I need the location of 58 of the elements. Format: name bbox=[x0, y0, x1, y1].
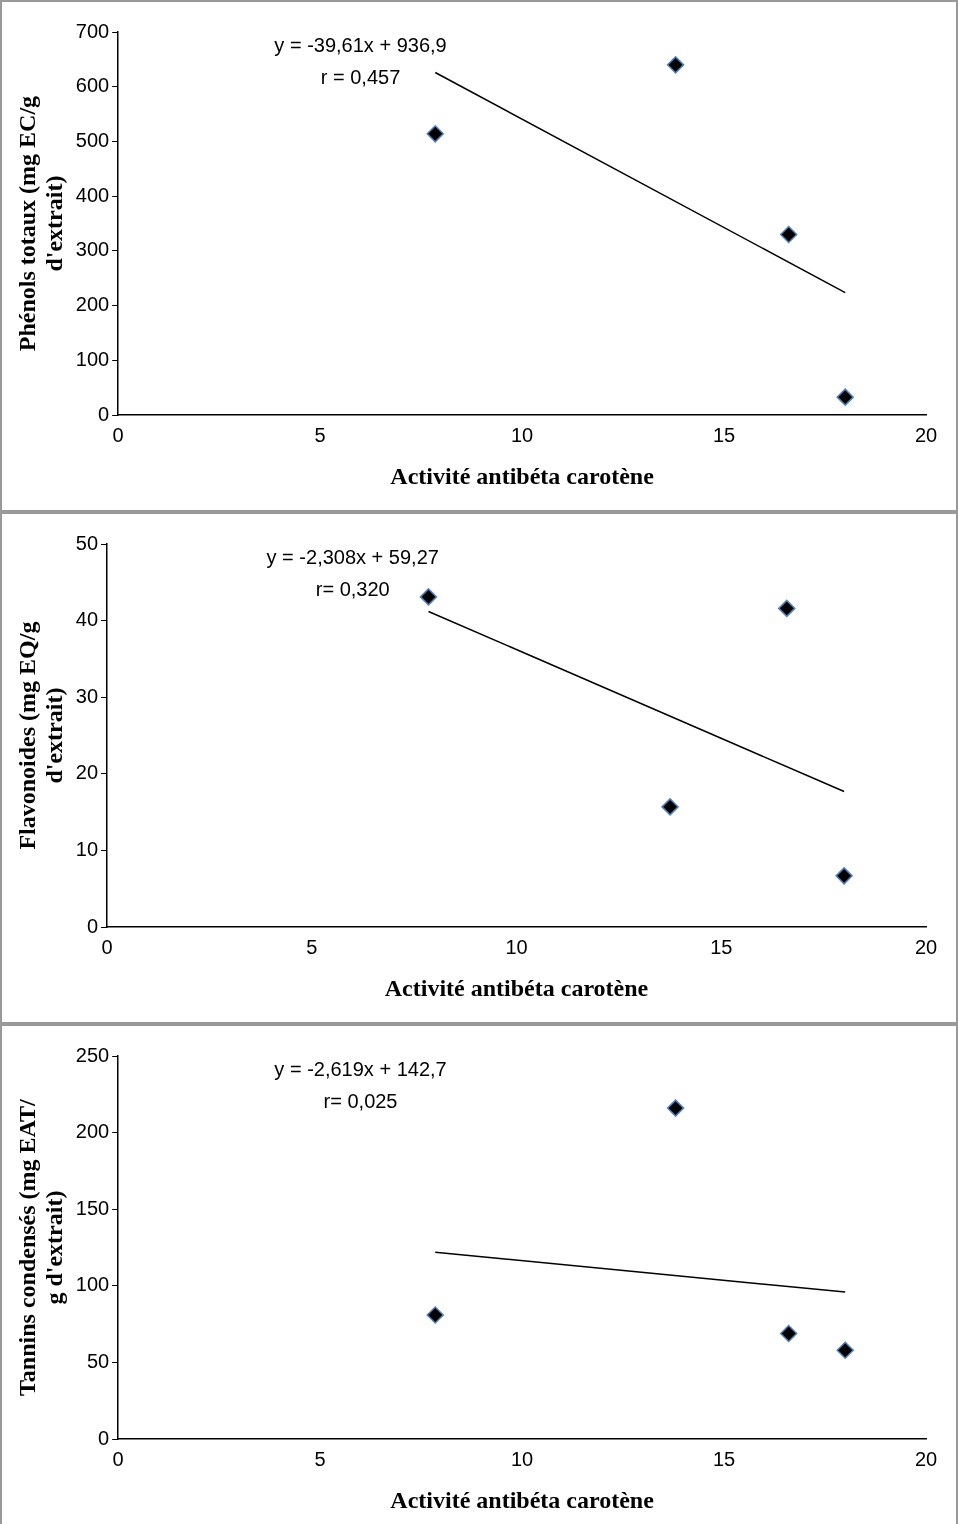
x-tick-label: 5 bbox=[314, 423, 326, 446]
x-tick-label: 10 bbox=[510, 423, 534, 446]
x-tick-label: 0 bbox=[112, 1447, 124, 1470]
y-axis-title: Flavonoides (mg EQ/g d'extrait) bbox=[14, 621, 67, 850]
point bbox=[778, 599, 796, 618]
point bbox=[835, 867, 853, 885]
y-tick-label: 0 bbox=[98, 1426, 110, 1449]
y-tick-label: 500 bbox=[75, 129, 110, 151]
x-tick-label: 15 bbox=[712, 1447, 736, 1470]
x-tick-label: 20 bbox=[914, 1447, 938, 1470]
annotation: y = -2,308x + 59,27 bbox=[266, 545, 439, 568]
x-tick-label: 10 bbox=[510, 1447, 534, 1470]
x-tick-label: 20 bbox=[914, 423, 938, 446]
point bbox=[666, 1099, 685, 1117]
y-tick-label: 20 bbox=[75, 761, 99, 784]
x-axis-title: Activité antibéta carotène bbox=[390, 1486, 655, 1513]
y-tick-label: 0 bbox=[86, 914, 99, 937]
y-tick-label: 150 bbox=[75, 1196, 110, 1219]
x-axis-title: Activité antibéta carotène bbox=[384, 974, 649, 1001]
point bbox=[426, 125, 444, 143]
y-tick-label: 50 bbox=[86, 1350, 110, 1373]
annotation: r = 0,457 bbox=[320, 65, 401, 88]
y-tick-label: 30 bbox=[75, 684, 99, 707]
x-tick-label: 5 bbox=[306, 935, 318, 958]
point bbox=[419, 588, 438, 606]
x-axis-title: Activité antibéta carotène bbox=[390, 462, 655, 489]
y-axis-title: Tannins condensés (mg EAT/ g d'extrait) bbox=[14, 1098, 67, 1396]
annotation: y = -39,61x + 936,9 bbox=[274, 33, 447, 56]
y-tick-label: 300 bbox=[75, 238, 110, 261]
x-tick-label: 10 bbox=[505, 935, 528, 958]
y-tick-label: 200 bbox=[75, 293, 110, 316]
annotation: r= 0,320 bbox=[315, 577, 390, 600]
point bbox=[661, 798, 679, 816]
x-tick-label: 15 bbox=[710, 935, 733, 958]
y-tick-label: 50 bbox=[75, 531, 99, 554]
x-tick-label: 0 bbox=[112, 423, 124, 446]
y-tick-label: 100 bbox=[75, 347, 110, 370]
annotation: y = -2,619x + 142,7 bbox=[274, 1057, 447, 1080]
y-tick-label: 250 bbox=[75, 1043, 110, 1066]
point bbox=[666, 56, 685, 74]
x-tick-label: 5 bbox=[314, 1447, 326, 1470]
y-tick-label: 100 bbox=[75, 1273, 110, 1296]
y-tick-label: 0 bbox=[98, 402, 110, 425]
point bbox=[779, 1324, 798, 1343]
point bbox=[779, 225, 798, 244]
x-tick-label: 20 bbox=[914, 935, 938, 958]
y-tick-label: 10 bbox=[75, 838, 99, 861]
y-tick-label: 40 bbox=[75, 608, 99, 631]
y-tick-label: 200 bbox=[75, 1120, 110, 1143]
y-tick-label: 700 bbox=[75, 19, 110, 42]
x-tick-label: 15 bbox=[712, 423, 736, 446]
y-tick-label: 600 bbox=[75, 74, 110, 97]
y-axis-title: Phénols totaux (mg EC/g d'extrait) bbox=[14, 95, 67, 352]
y-tick-label: 400 bbox=[75, 183, 110, 206]
point bbox=[426, 1306, 444, 1324]
point bbox=[836, 388, 854, 406]
point bbox=[836, 1341, 854, 1360]
annotation: r= 0,025 bbox=[323, 1089, 398, 1112]
